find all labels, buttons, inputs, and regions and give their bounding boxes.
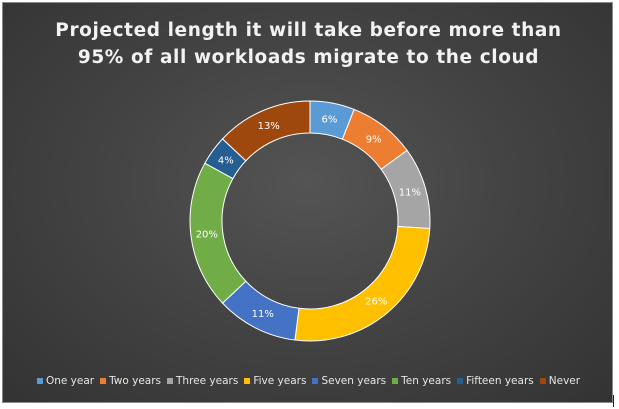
legend-swatch-ten-years bbox=[392, 378, 399, 384]
legend-label-two-years: Two years bbox=[109, 375, 162, 387]
chart-legend: One year Two years Three years Five years Se… bbox=[3, 375, 614, 387]
data-label-seven-years: 11% bbox=[252, 309, 274, 320]
legend-item-two-years: Two years bbox=[100, 375, 161, 387]
data-label-fifteen-years: 4% bbox=[218, 155, 234, 166]
legend-label-seven-years: Seven years bbox=[321, 375, 387, 387]
legend-label-ten-years: Ten years bbox=[401, 375, 452, 387]
donut-chart: 6% 9% 11% 26% 11% 20% 4% 13% bbox=[189, 100, 431, 342]
legend-label-five-years: Five years bbox=[253, 375, 307, 387]
legend-label-fifteen-years: Fifteen years bbox=[466, 375, 534, 387]
data-label-one-year: 6% bbox=[322, 114, 338, 125]
legend-swatch-seven-years bbox=[312, 378, 319, 384]
legend-item-seven-years: Seven years bbox=[312, 375, 386, 387]
legend-item-one-year: One year bbox=[36, 375, 95, 387]
legend-swatch-fifteen-years bbox=[457, 378, 464, 384]
legend-swatch-three-years bbox=[167, 378, 174, 384]
chart-title-line-2: 95% of all workloads migrate to the clou… bbox=[77, 47, 540, 68]
legend-swatch-two-years bbox=[100, 378, 107, 384]
legend-item-five-years: Five years bbox=[244, 375, 306, 387]
legend-swatch-five-years bbox=[244, 378, 251, 384]
data-label-never: 13% bbox=[258, 121, 280, 132]
donut-slice-five-years bbox=[294, 225, 431, 342]
chart-title-line-1: Projected length it will take before mor… bbox=[55, 20, 562, 41]
legend-item-never: Never bbox=[539, 375, 581, 387]
window-edge bbox=[613, 395, 614, 407]
legend-label-one-year: One year bbox=[45, 375, 95, 387]
chart-area: Projected length it will take before mor… bbox=[2, 2, 613, 403]
legend-item-three-years: Three years bbox=[167, 375, 238, 387]
data-label-three-years: 11% bbox=[399, 187, 421, 198]
legend-label-never: Never bbox=[548, 375, 581, 387]
legend-swatch-never bbox=[539, 378, 546, 384]
legend-label-three-years: Three years bbox=[176, 375, 239, 387]
data-label-two-years: 9% bbox=[366, 134, 382, 145]
legend-swatch-one-year bbox=[36, 378, 43, 384]
chart-title: Projected length it will take before mor… bbox=[3, 17, 614, 71]
legend-item-fifteen-years: Fifteen years bbox=[457, 375, 534, 387]
data-label-ten-years: 20% bbox=[196, 230, 218, 241]
data-label-five-years: 26% bbox=[365, 297, 387, 308]
legend-item-ten-years: Ten years bbox=[392, 375, 451, 387]
donut-slice-never bbox=[221, 100, 311, 162]
